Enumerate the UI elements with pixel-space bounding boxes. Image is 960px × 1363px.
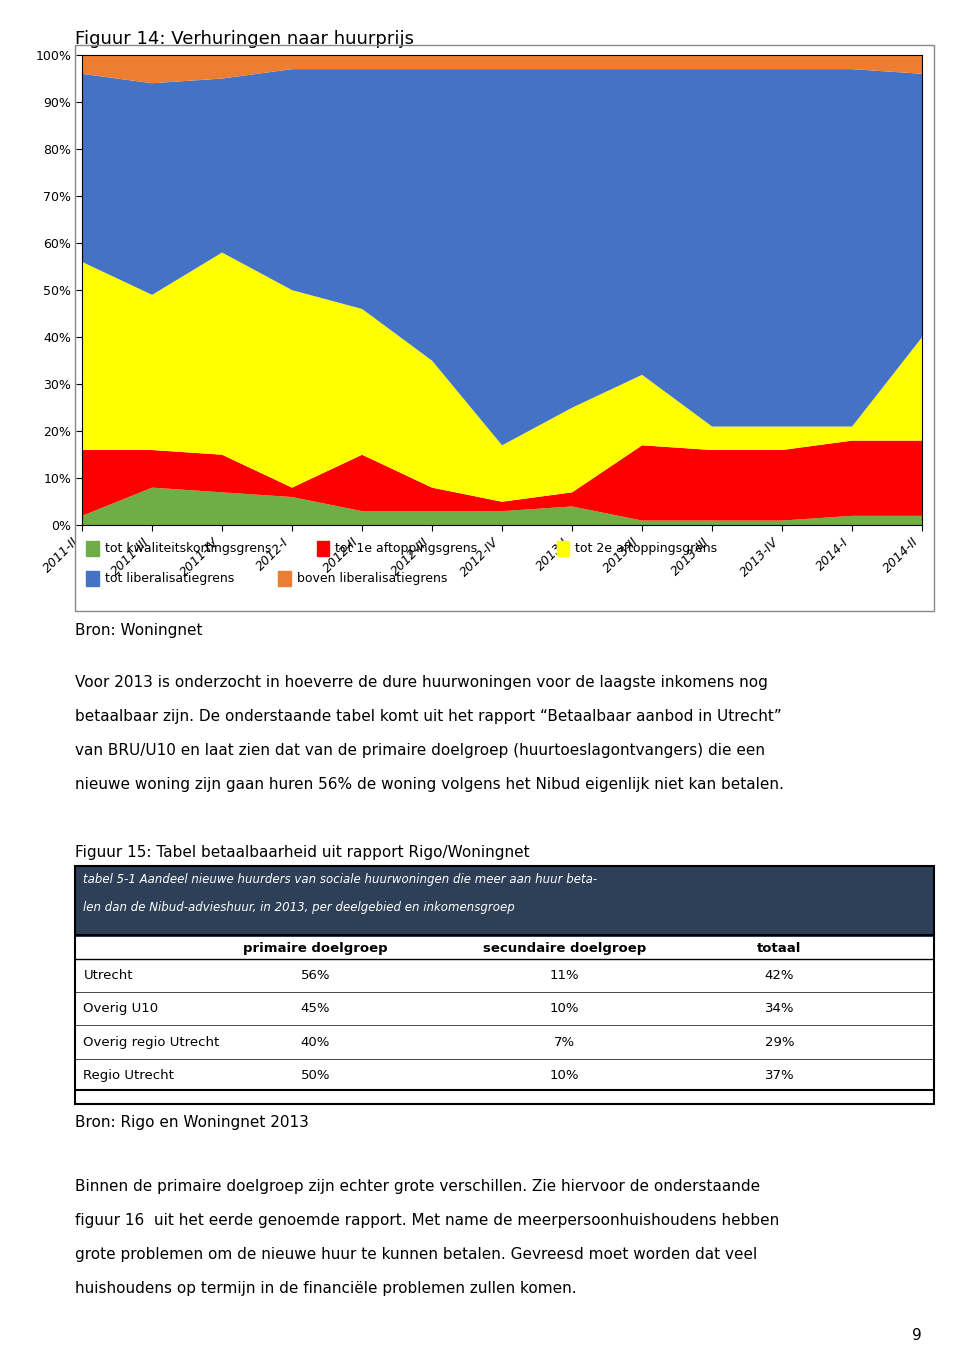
Text: betaalbaar zijn. De onderstaande tabel komt uit het rapport “Betaalbaar aanbod i: betaalbaar zijn. De onderstaande tabel k…	[75, 709, 781, 724]
Text: secundaire doelgroep: secundaire doelgroep	[483, 942, 646, 955]
Text: boven liberalisatiegrens: boven liberalisatiegrens	[297, 572, 447, 585]
Text: tot 2e aftoppingsgrens: tot 2e aftoppingsgrens	[575, 542, 717, 555]
Text: primaire doelgroep: primaire doelgroep	[243, 942, 388, 955]
Text: len dan de Nibud-advieshuur, in 2013, per deelgebied en inkomensgroep: len dan de Nibud-advieshuur, in 2013, pe…	[84, 901, 516, 915]
Text: 10%: 10%	[550, 1002, 580, 1015]
Text: tot liberalisatiegrens: tot liberalisatiegrens	[105, 572, 234, 585]
Text: tabel 5-1 Aandeel nieuwe huurders van sociale huurwoningen die meer aan huur bet: tabel 5-1 Aandeel nieuwe huurders van so…	[84, 872, 597, 886]
Text: Binnen de primaire doelgroep zijn echter grote verschillen. Zie hiervoor de onde: Binnen de primaire doelgroep zijn echter…	[75, 1179, 760, 1194]
Text: 42%: 42%	[765, 969, 794, 981]
Text: 34%: 34%	[765, 1002, 794, 1015]
Text: huishoudens op termijn in de financiële problemen zullen komen.: huishoudens op termijn in de financiële …	[75, 1281, 577, 1296]
Text: Voor 2013 is onderzocht in hoeverre de dure huurwoningen voor de laagste inkomen: Voor 2013 is onderzocht in hoeverre de d…	[75, 675, 768, 690]
Bar	[75, 866, 934, 938]
Text: totaal: totaal	[757, 942, 802, 955]
Text: 45%: 45%	[300, 1002, 330, 1015]
Text: tot kwaliteitskortingsgrens: tot kwaliteitskortingsgrens	[105, 542, 271, 555]
Text: van BRU/U10 en laat zien dat van de primaire doelgroep (huurtoeslagontvangers) d: van BRU/U10 en laat zien dat van de prim…	[75, 743, 765, 758]
Text: nieuwe woning zijn gaan huren 56% de woning volgens het Nibud eigenlijk niet kan: nieuwe woning zijn gaan huren 56% de won…	[75, 777, 783, 792]
Text: Utrecht: Utrecht	[84, 969, 133, 981]
Text: Figuur 15: Tabel betaalbaarheid uit rapport Rigo/Woningnet: Figuur 15: Tabel betaalbaarheid uit rapp…	[75, 845, 530, 860]
Text: Overig U10: Overig U10	[84, 1002, 158, 1015]
Text: 9: 9	[912, 1328, 922, 1343]
Text: 56%: 56%	[300, 969, 330, 981]
Text: Regio Utrecht: Regio Utrecht	[84, 1069, 175, 1082]
Text: 7%: 7%	[554, 1036, 575, 1048]
Text: Bron: Rigo en Woningnet 2013: Bron: Rigo en Woningnet 2013	[75, 1115, 309, 1130]
Text: 50%: 50%	[300, 1069, 330, 1082]
Text: 10%: 10%	[550, 1069, 580, 1082]
Text: 40%: 40%	[300, 1036, 330, 1048]
Text: Figuur 14: Verhuringen naar huurprijs: Figuur 14: Verhuringen naar huurprijs	[75, 30, 414, 48]
Text: tot 1e aftoppingsgrens: tot 1e aftoppingsgrens	[335, 542, 477, 555]
Text: 37%: 37%	[764, 1069, 794, 1082]
Text: grote problemen om de nieuwe huur te kunnen betalen. Gevreesd moet worden dat ve: grote problemen om de nieuwe huur te kun…	[75, 1247, 757, 1262]
Text: figuur 16  uit het eerde genoemde rapport. Met name de meerpersoonhuishoudens he: figuur 16 uit het eerde genoemde rapport…	[75, 1213, 780, 1228]
Text: 11%: 11%	[550, 969, 580, 981]
Text: 29%: 29%	[765, 1036, 794, 1048]
Text: Bron: Woningnet: Bron: Woningnet	[75, 623, 203, 638]
Text: Overig regio Utrecht: Overig regio Utrecht	[84, 1036, 220, 1048]
